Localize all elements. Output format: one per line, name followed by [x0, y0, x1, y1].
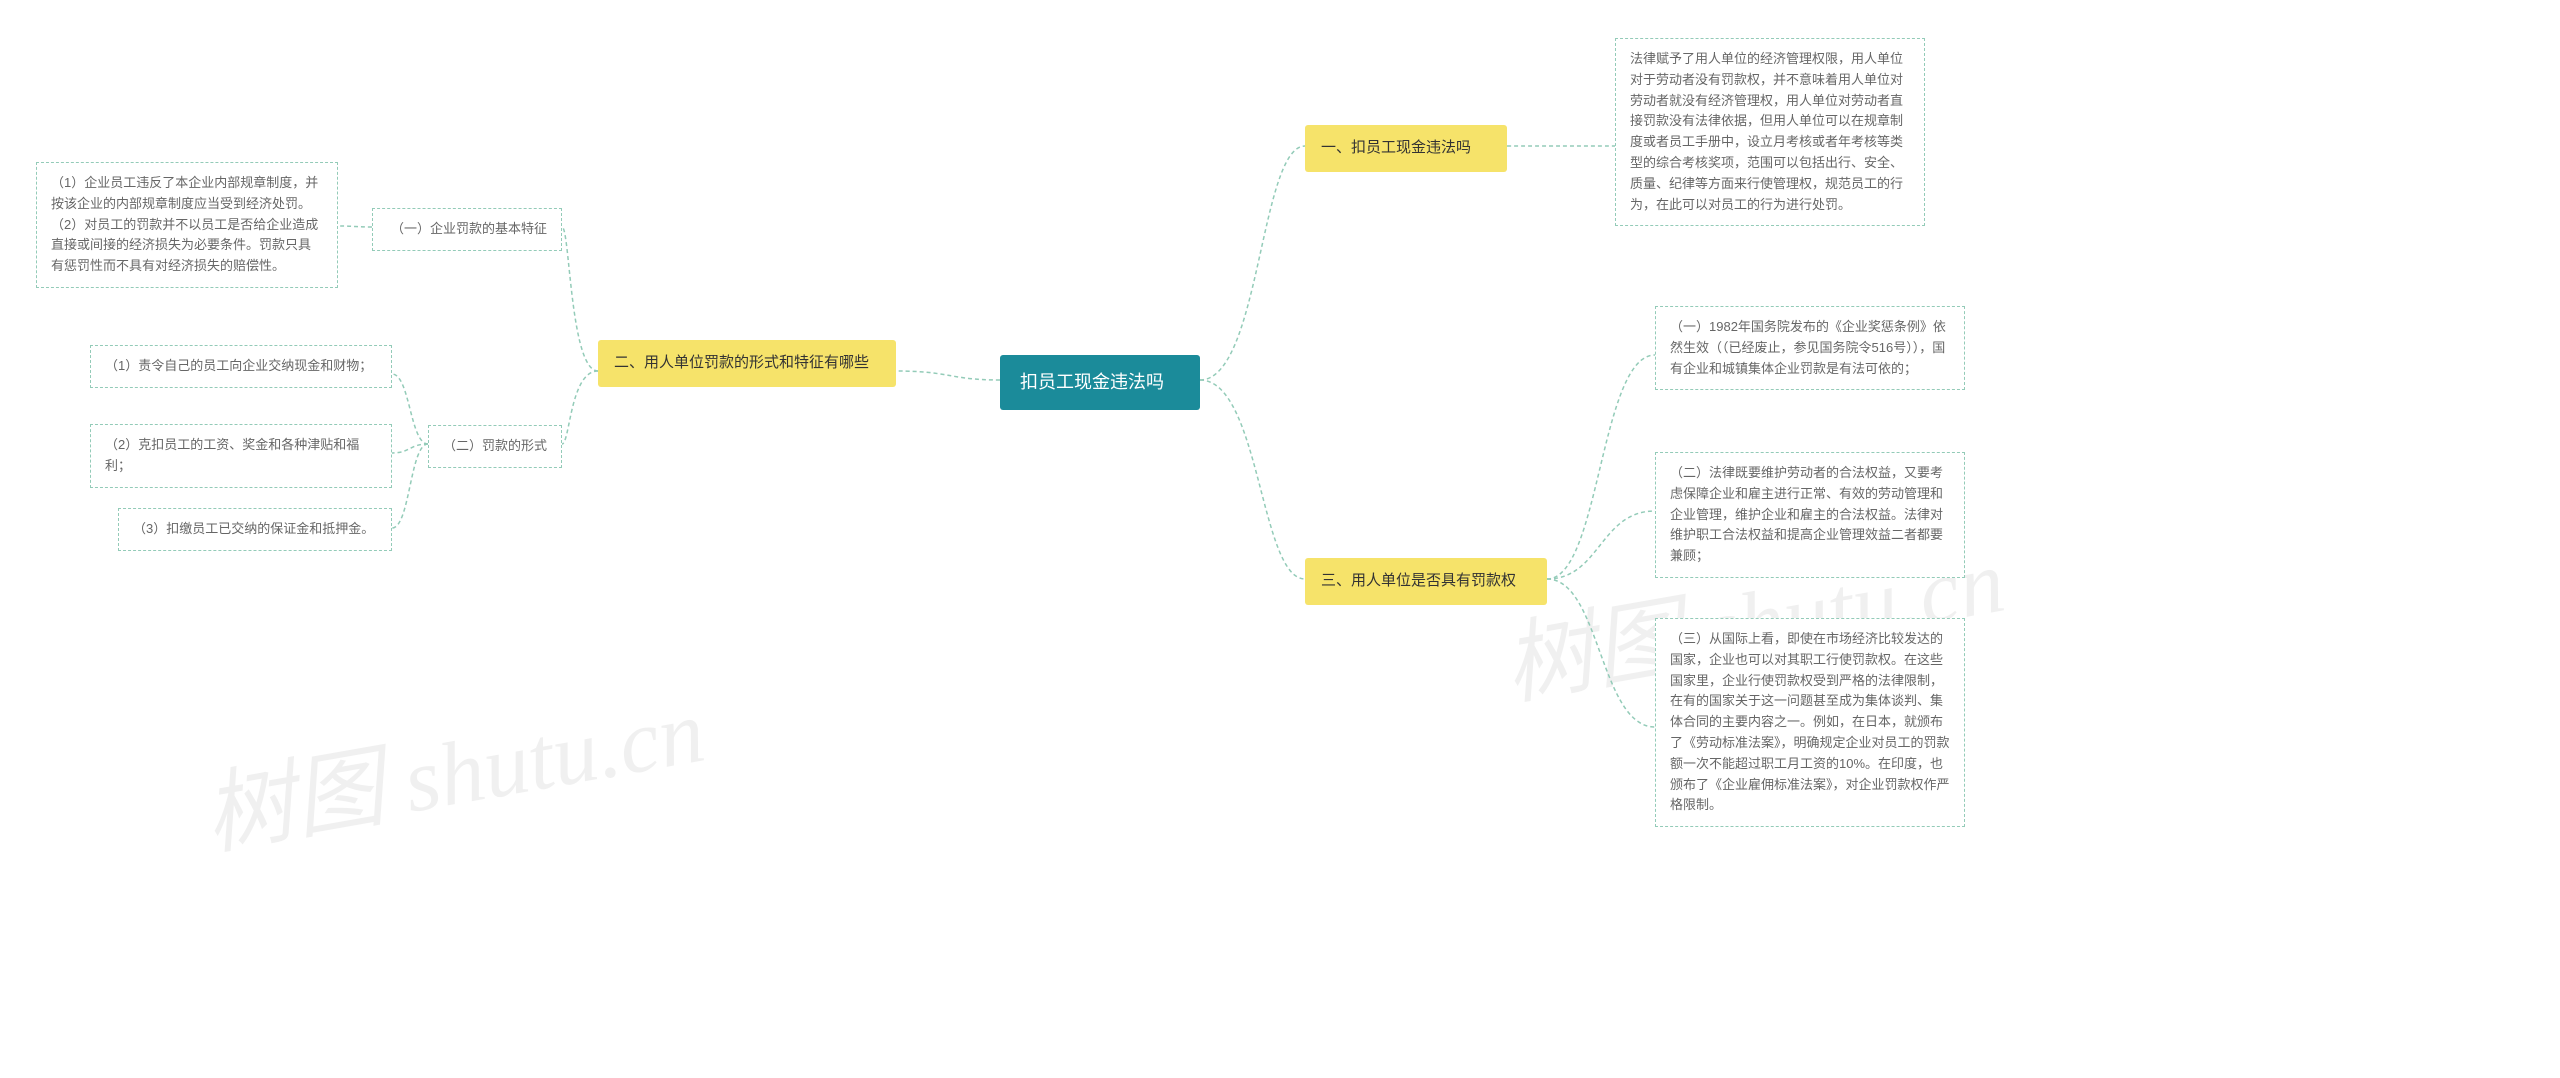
branch-2-sub-2-leaf-1: （1）责令自己的员工向企业交纳现金和财物； — [90, 345, 392, 388]
branch-3-leaf-3: （三）从国际上看，即使在市场经济比较发达的国家，企业也可以对其职工行使罚款权。在… — [1655, 618, 1965, 827]
branch-1[interactable]: 一、扣员工现金违法吗 — [1305, 125, 1507, 172]
branch-3[interactable]: 三、用人单位是否具有罚款权 — [1305, 558, 1547, 605]
watermark: 树图 shutu.cn — [193, 657, 713, 873]
root-node[interactable]: 扣员工现金违法吗 — [1000, 355, 1200, 410]
branch-2-sub-1[interactable]: （一）企业罚款的基本特征 — [372, 208, 562, 251]
branch-2-sub-2-leaf-2: （2）克扣员工的工资、奖金和各种津贴和福利； — [90, 424, 392, 488]
branch-2-sub-1-leaf: （1）企业员工违反了本企业内部规章制度，并按该企业的内部规章制度应当受到经济处罚… — [36, 162, 338, 288]
branch-1-leaf: 法律赋予了用人单位的经济管理权限，用人单位对于劳动者没有罚款权，并不意味着用人单… — [1615, 38, 1925, 226]
branch-2[interactable]: 二、用人单位罚款的形式和特征有哪些 — [598, 340, 896, 387]
branch-2-sub-2[interactable]: （二）罚款的形式 — [428, 425, 562, 468]
branch-2-sub-2-leaf-3: （3）扣缴员工已交纳的保证金和抵押金。 — [118, 508, 392, 551]
branch-3-leaf-1: （一）1982年国务院发布的《企业奖惩条例》依然生效（（已经废止，参见国务院令5… — [1655, 306, 1965, 390]
branch-3-leaf-2: （二）法律既要维护劳动者的合法权益，又要考虑保障企业和雇主进行正常、有效的劳动管… — [1655, 452, 1965, 578]
